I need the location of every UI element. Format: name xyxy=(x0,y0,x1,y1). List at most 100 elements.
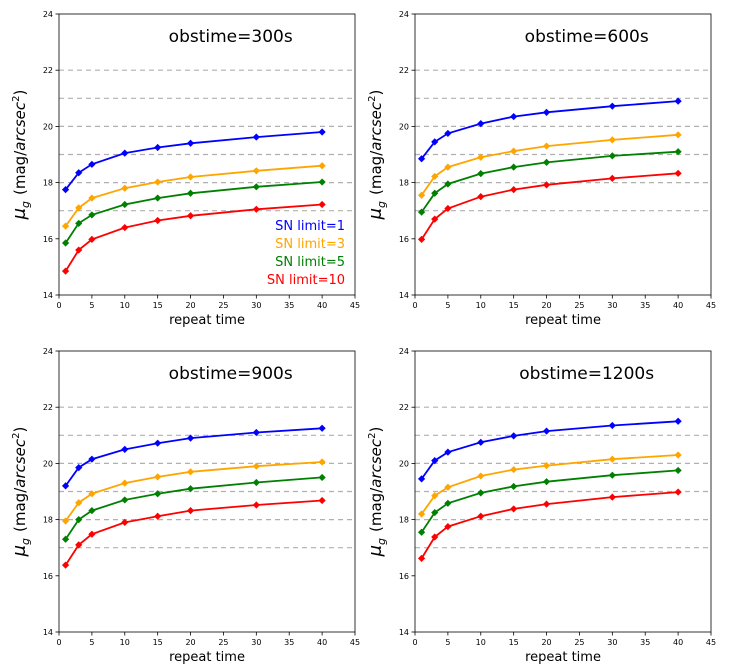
series-line xyxy=(420,100,679,160)
chart-title: obstime=1200s xyxy=(519,364,654,384)
x-tick-label: 30 xyxy=(607,301,617,310)
x-tick-label: 5 xyxy=(89,638,94,647)
data-point xyxy=(252,501,260,509)
data-point xyxy=(608,421,616,430)
data-point xyxy=(444,163,452,171)
y-tick-label: 14 xyxy=(43,291,53,300)
chart-panel-2: 0 5 10 15 20 25 30 35 40 45 14 16 18 20 22 24 repeat tim… xyxy=(365,10,716,328)
data-point xyxy=(88,507,96,515)
data-point xyxy=(318,496,326,505)
x-tick-label: 25 xyxy=(574,301,584,310)
data-point xyxy=(417,475,426,483)
data-point xyxy=(61,222,70,230)
data-point xyxy=(417,554,426,562)
chart-title: obstime=300s xyxy=(169,27,293,47)
x-tick-label: 10 xyxy=(120,638,130,647)
x-tick-label: 15 xyxy=(509,638,519,647)
y-tick-label: 20 xyxy=(43,122,53,131)
data-point xyxy=(674,466,682,475)
data-point xyxy=(608,136,616,144)
data-point xyxy=(477,153,485,161)
data-point xyxy=(252,478,260,487)
data-point xyxy=(154,490,162,498)
data-point xyxy=(154,439,162,447)
data-point xyxy=(431,508,439,517)
y-axis-label: μg(mag/arcsec2) xyxy=(365,427,388,558)
data-point xyxy=(417,235,426,243)
x-tick-label: 5 xyxy=(445,301,450,310)
chart-panel-1: 0 5 10 15 20 25 30 35 40 45 14 16 18 20 22 24 repeat tim… xyxy=(9,10,360,328)
data-point xyxy=(252,167,260,175)
y-tick-label: 22 xyxy=(399,403,409,412)
data-point xyxy=(444,448,452,456)
data-point xyxy=(431,189,439,197)
y-tick-label: 18 xyxy=(43,516,53,525)
data-point xyxy=(608,152,616,160)
data-point xyxy=(318,458,326,466)
data-point xyxy=(608,471,616,479)
series-line xyxy=(64,164,323,227)
chart-panel-4: 0 5 10 15 20 25 30 35 40 45 14 16 18 20 22 24 repeat tim… xyxy=(365,347,716,665)
data-point xyxy=(252,133,260,141)
data-point xyxy=(674,97,682,105)
data-point xyxy=(121,496,129,504)
data-point xyxy=(608,102,616,110)
x-tick-label: 15 xyxy=(153,301,163,310)
data-point xyxy=(252,462,260,470)
x-tick-label: 15 xyxy=(153,638,163,647)
data-point xyxy=(154,473,162,481)
data-point xyxy=(608,174,616,182)
data-point xyxy=(431,215,439,223)
chart-panel-3: 0 5 10 15 20 25 30 35 40 45 14 16 18 20 22 24 repeat tim… xyxy=(9,347,360,665)
data-point xyxy=(431,456,439,465)
data-point xyxy=(510,147,518,155)
data-point xyxy=(75,219,83,227)
y-tick-label: 14 xyxy=(43,628,53,637)
data-point xyxy=(61,239,70,247)
data-point xyxy=(154,178,162,186)
data-point xyxy=(186,212,195,220)
legend-entry: SN limit=5 xyxy=(275,255,345,270)
y-tick-label: 24 xyxy=(399,347,409,356)
data-point xyxy=(75,169,83,177)
data-point xyxy=(252,205,260,213)
y-tick-label: 24 xyxy=(399,10,409,19)
x-axis-label: repeat time xyxy=(169,650,245,665)
x-tick-label: 25 xyxy=(574,638,584,647)
x-tick-label: 25 xyxy=(218,638,228,647)
data-point xyxy=(477,170,485,178)
x-tick-label: 0 xyxy=(56,301,61,310)
y-tick-label: 22 xyxy=(399,66,409,75)
data-point xyxy=(88,455,96,463)
data-point xyxy=(154,143,162,152)
data-point xyxy=(75,541,83,549)
data-point xyxy=(121,184,129,192)
x-tick-label: 10 xyxy=(476,638,486,647)
x-tick-label: 45 xyxy=(706,638,716,647)
x-tick-label: 25 xyxy=(218,301,228,310)
data-point xyxy=(674,131,682,139)
y-tick-label: 18 xyxy=(43,179,53,188)
y-tick-label: 18 xyxy=(399,516,409,525)
data-point xyxy=(431,533,439,541)
x-tick-label: 30 xyxy=(607,638,617,647)
x-axis-label: repeat time xyxy=(525,313,601,328)
data-point xyxy=(510,112,518,121)
x-tick-label: 0 xyxy=(412,638,417,647)
data-point xyxy=(318,128,326,136)
data-point xyxy=(674,417,682,425)
x-axis-label: repeat time xyxy=(169,313,245,328)
data-point xyxy=(121,200,129,209)
legend-entry: SN limit=1 xyxy=(275,219,345,234)
data-point xyxy=(444,180,452,188)
data-point xyxy=(186,173,195,181)
data-point xyxy=(61,517,70,525)
data-point xyxy=(431,172,439,181)
data-point xyxy=(444,523,452,531)
y-tick-label: 16 xyxy=(399,235,409,244)
y-tick-label: 22 xyxy=(43,403,53,412)
data-point xyxy=(318,200,326,209)
series-line xyxy=(64,181,323,244)
series-line xyxy=(64,203,323,272)
x-tick-label: 45 xyxy=(350,638,360,647)
